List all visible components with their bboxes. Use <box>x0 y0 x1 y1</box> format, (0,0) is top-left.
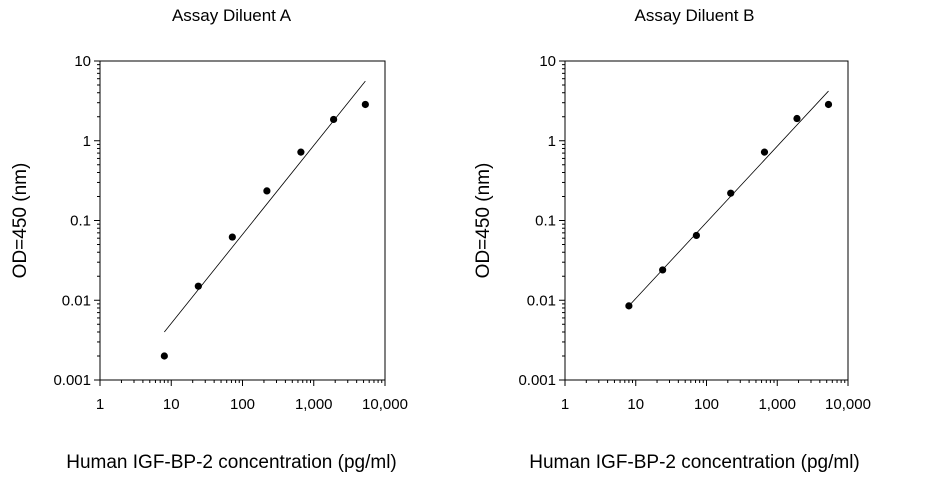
y-tick-label: 0.01 <box>62 292 91 309</box>
plot-frame <box>564 60 849 381</box>
x-tick-label: 1,000 <box>295 396 333 413</box>
x-tick-label: 100 <box>230 396 255 413</box>
x-tick-label: 1 <box>96 396 104 413</box>
fit-line <box>164 80 366 333</box>
y-tick-label: 0.001 <box>53 372 91 389</box>
fit-line <box>628 90 829 307</box>
x-tick-label: 100 <box>694 396 719 413</box>
y-tick-label: 0.001 <box>518 372 556 389</box>
data-point <box>659 266 667 274</box>
chart-title: Assay Diluent A <box>171 6 292 25</box>
chart-title: Assay Diluent B <box>634 6 755 25</box>
plot-frame <box>99 60 386 381</box>
y-tick-label: 10 <box>74 53 91 70</box>
data-point <box>330 115 338 124</box>
chart-plot-b: 1 10 100 1,000 10,000 0.001 0.01 0.1 1 10 OD=450 (… <box>473 53 871 413</box>
y-tick-label: 0.1 <box>535 213 556 230</box>
data-point <box>194 282 202 290</box>
data-point <box>361 100 369 109</box>
x-tick-label: 1,000 <box>758 396 796 413</box>
chart-panel-a: Assay Diluent A 1 10 100 1,000 10,000 0.001 0.… <box>10 6 408 473</box>
data-point <box>824 100 833 109</box>
data-point <box>625 302 633 310</box>
y-axis-label: OD=450 (nm) <box>473 163 494 279</box>
data-point <box>160 352 168 360</box>
y-tick-label: 0.01 <box>527 292 556 309</box>
y-tick-label: 1 <box>83 133 91 150</box>
x-axis-label: Human IGF-BP-2 concentration (pg/ml) <box>66 452 397 473</box>
y-tick-label: 1 <box>548 133 556 150</box>
x-tick-label: 10,000 <box>825 396 871 413</box>
y-axis-label: OD=450 (nm) <box>10 163 31 279</box>
chart-plot-a: 1 10 100 1,000 10,000 0.001 0.01 0.1 1 10 OD=450 (… <box>10 53 408 413</box>
y-tick-label: 0.1 <box>70 213 91 230</box>
x-axis-label: Human IGF-BP-2 concentration (pg/ml) <box>529 452 860 473</box>
data-point <box>760 148 769 156</box>
chart-panel-b: Assay Diluent B 1 10 100 1,000 10,000 0.001 0.… <box>463 0 926 480</box>
x-tick-label: 10,000 <box>362 396 408 413</box>
data-point <box>263 187 271 195</box>
data-point <box>727 189 735 197</box>
data-point <box>297 148 305 156</box>
x-tick-label: 1 <box>561 396 569 413</box>
y-tick-label: 10 <box>539 53 556 70</box>
data-point <box>228 233 236 241</box>
data-point <box>692 231 701 240</box>
data-point <box>793 114 801 123</box>
x-tick-label: 10 <box>163 396 180 413</box>
x-tick-label: 10 <box>627 396 644 413</box>
